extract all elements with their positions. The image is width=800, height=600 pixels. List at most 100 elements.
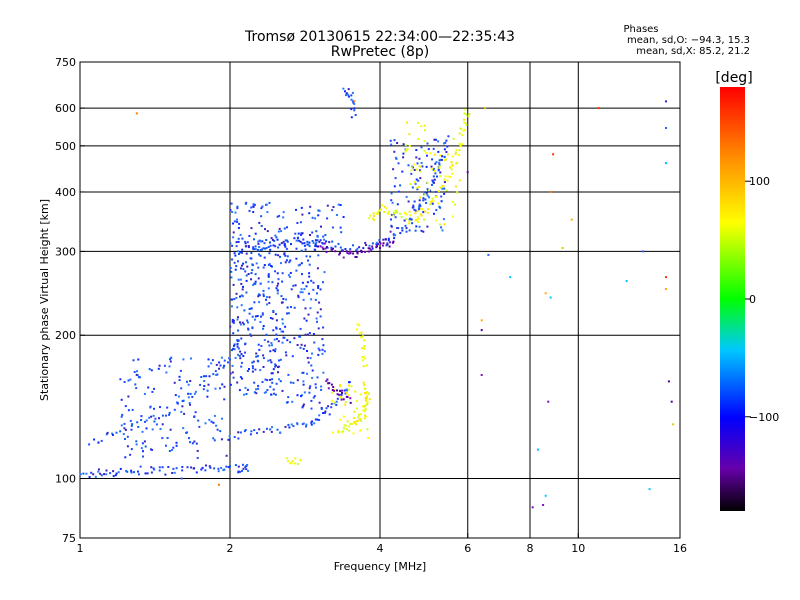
data-point-O <box>271 238 274 241</box>
data-point-O <box>264 247 266 250</box>
data-point-X <box>446 153 449 156</box>
data-point-X <box>410 169 413 172</box>
data-point-O <box>195 442 198 445</box>
data-point-O <box>288 261 291 264</box>
data-point-X <box>373 218 375 221</box>
data-point-O <box>124 438 126 440</box>
data-point-O <box>325 407 328 410</box>
data-point-O <box>350 94 353 97</box>
data-point-O <box>308 241 311 244</box>
data-point-O <box>194 411 197 414</box>
data-point-O <box>161 414 164 417</box>
data-point-other <box>381 244 384 247</box>
data-point-O <box>237 347 240 350</box>
data-point-O <box>243 430 246 433</box>
data-point-O <box>389 139 392 142</box>
data-point-O <box>130 448 133 451</box>
data-point-O <box>205 464 207 467</box>
data-point-O <box>220 466 223 469</box>
data-point-O <box>306 350 308 352</box>
data-point-O <box>195 471 198 474</box>
data-point-O <box>314 249 317 251</box>
x-tick-label: 6 <box>464 542 471 555</box>
data-point-O <box>317 327 320 330</box>
data-point-O <box>304 248 307 251</box>
data-point-O <box>317 209 320 212</box>
data-point-O <box>266 230 269 233</box>
data-point-O <box>413 208 416 211</box>
data-point-O <box>375 241 378 244</box>
data-point-O <box>342 216 345 218</box>
data-point-O <box>130 428 133 431</box>
data-point-O <box>424 191 427 194</box>
data-point-O <box>274 365 277 368</box>
data-point-O <box>336 397 339 400</box>
data-point-O <box>287 312 290 315</box>
data-point-X <box>293 462 296 465</box>
data-point-O <box>331 226 334 229</box>
data-point-O <box>281 272 284 275</box>
data-point-O <box>109 472 112 475</box>
data-point-O <box>313 422 316 425</box>
data-point-X <box>388 210 391 213</box>
data-point-other <box>349 397 352 400</box>
data-point-O <box>355 249 358 252</box>
data-point-O <box>180 410 183 413</box>
data-point-O <box>321 338 324 341</box>
data-point-O <box>282 240 285 243</box>
data-point-O <box>274 350 277 353</box>
data-point-O <box>219 387 221 390</box>
data-point-X <box>376 212 379 215</box>
data-point-O <box>295 257 298 260</box>
data-point-O <box>301 281 304 284</box>
data-point-O <box>281 322 284 325</box>
data-point-O <box>151 428 154 431</box>
data-point-O <box>250 334 253 337</box>
data-point-O <box>170 356 173 359</box>
data-point-O <box>169 358 171 361</box>
data-point-O <box>90 471 93 474</box>
data-point-O <box>440 158 443 161</box>
data-point-O <box>260 225 263 227</box>
data-point-X <box>429 203 432 206</box>
data-point-O <box>222 366 225 369</box>
data-point-O <box>229 209 232 212</box>
data-point-O <box>351 99 354 102</box>
data-point-O <box>227 466 230 469</box>
data-point-other <box>352 252 355 255</box>
data-point-O <box>211 359 214 362</box>
data-point-other <box>349 252 352 255</box>
data-point-O <box>212 437 215 440</box>
data-point-O <box>239 431 242 434</box>
data-point-other <box>392 241 394 244</box>
data-point-X <box>375 212 378 215</box>
data-point-other <box>388 245 391 248</box>
data-point-O <box>301 213 304 216</box>
data-point-O <box>130 469 133 472</box>
data-point-O <box>197 419 200 422</box>
data-point-O <box>145 419 148 422</box>
data-point-O <box>416 188 419 191</box>
data-point-O <box>171 472 174 474</box>
data-point-O <box>265 247 268 250</box>
data-point-X <box>409 182 412 185</box>
data-point-scattered <box>544 292 547 295</box>
data-point-X <box>418 186 421 188</box>
data-point-X <box>450 168 453 171</box>
data-point-O <box>311 240 314 242</box>
data-point-X <box>468 113 471 116</box>
data-point-X <box>396 211 399 214</box>
data-point-O <box>147 386 150 389</box>
data-point-O <box>300 206 303 209</box>
data-point-O <box>178 375 181 378</box>
data-point-X <box>417 138 420 140</box>
data-point-O <box>268 201 271 204</box>
data-point-O <box>149 405 152 408</box>
data-point-O <box>293 337 296 340</box>
data-point-other <box>325 250 328 253</box>
data-point-X <box>362 381 365 384</box>
data-point-O <box>319 239 322 242</box>
data-point-O <box>262 357 265 360</box>
data-point-other <box>480 329 483 332</box>
data-point-O <box>218 367 220 370</box>
